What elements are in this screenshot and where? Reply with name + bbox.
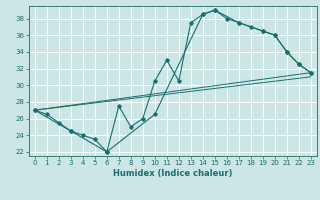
X-axis label: Humidex (Indice chaleur): Humidex (Indice chaleur) xyxy=(113,169,233,178)
